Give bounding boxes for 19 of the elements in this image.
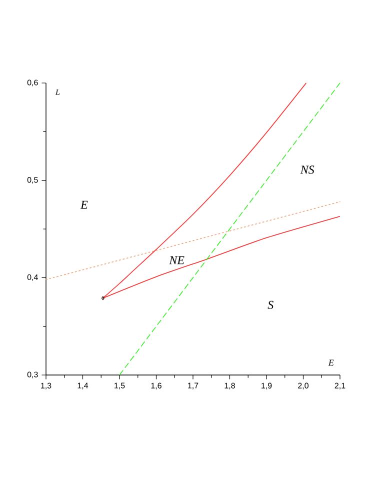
x-tick-label: 1,4 <box>78 382 88 390</box>
annotation: NE <box>169 256 184 264</box>
annotation: E <box>80 200 88 209</box>
y-tick-label: 0,3 <box>27 372 38 378</box>
annotation: S <box>268 300 274 309</box>
y-tick-label: 0,5 <box>27 177 38 184</box>
x-tick-label: 2,1 <box>334 382 346 390</box>
annotation: NS <box>300 166 314 174</box>
x-tick-label: 1,3 <box>41 382 52 390</box>
x-tick-label: 1,6 <box>151 382 162 390</box>
y-tick-label: 0,6 <box>27 80 38 86</box>
y-tick-label: 0,4 <box>27 274 38 281</box>
x-tick-label: 2,0 <box>298 382 308 390</box>
x-axis-title: E <box>328 360 334 366</box>
y-axis-title: L <box>55 89 60 95</box>
x-tick-label: 1,9 <box>262 382 272 390</box>
x-tick-label: 1,8 <box>224 382 235 390</box>
x-tick-label: 1,7 <box>188 382 198 390</box>
x-tick-label: 1,5 <box>114 382 125 390</box>
